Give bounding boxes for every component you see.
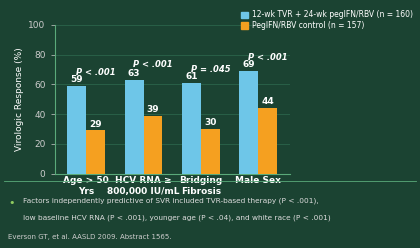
Bar bbox=[67, 86, 86, 174]
Text: Everson GT, et al. AASLD 2009. Abstract 1565.: Everson GT, et al. AASLD 2009. Abstract … bbox=[8, 234, 172, 240]
Y-axis label: Virologic Response (%): Virologic Response (%) bbox=[15, 47, 24, 151]
Text: P = .045: P = .045 bbox=[191, 65, 230, 74]
Text: 63: 63 bbox=[128, 69, 140, 78]
Text: 39: 39 bbox=[147, 105, 159, 114]
Bar bbox=[86, 130, 105, 174]
Text: •: • bbox=[8, 198, 15, 208]
Text: P < .001: P < .001 bbox=[76, 68, 116, 77]
Bar bbox=[182, 83, 201, 174]
Text: 44: 44 bbox=[261, 97, 274, 106]
Text: 29: 29 bbox=[89, 120, 102, 129]
Text: 30: 30 bbox=[204, 118, 217, 127]
Text: low baseline HCV RNA (P < .001), younger age (P < .04), and white race (P < .001: low baseline HCV RNA (P < .001), younger… bbox=[23, 215, 331, 221]
Bar bbox=[201, 129, 220, 174]
Bar bbox=[144, 116, 163, 174]
Bar bbox=[239, 71, 258, 174]
Bar bbox=[125, 80, 144, 174]
Legend: 12-wk TVR + 24-wk pegIFN/RBV (n = 160), PegIFN/RBV control (n = 157): 12-wk TVR + 24-wk pegIFN/RBV (n = 160), … bbox=[239, 9, 414, 32]
Text: 59: 59 bbox=[71, 75, 83, 84]
Text: P < .001: P < .001 bbox=[248, 53, 288, 62]
Text: 61: 61 bbox=[185, 72, 198, 81]
Text: P < .001: P < .001 bbox=[133, 61, 173, 69]
Text: Factors independently predictive of SVR included TVR-based therapy (P < .001),: Factors independently predictive of SVR … bbox=[23, 197, 319, 204]
Text: 69: 69 bbox=[242, 60, 255, 69]
Bar bbox=[258, 108, 277, 174]
